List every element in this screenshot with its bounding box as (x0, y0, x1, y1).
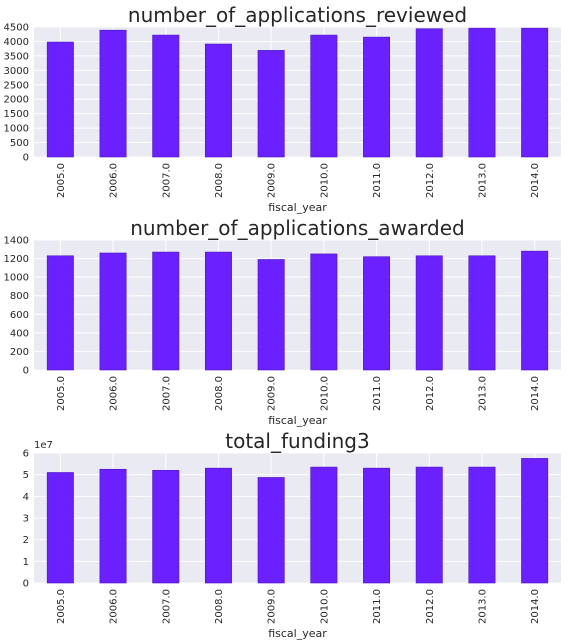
bar-2013.0 (468, 27, 496, 158)
x-tick-label: 2006.0 (109, 589, 120, 624)
y-tick-label: 3 (23, 514, 29, 525)
x-tick-label: 2013.0 (477, 163, 488, 198)
bar-2005.0 (46, 472, 74, 584)
y-tick-label: 800 (10, 291, 29, 302)
y-tick-label: 600 (10, 310, 29, 321)
y-tick-label: 6 (23, 449, 29, 460)
y-tick-label: 4000 (4, 37, 29, 48)
x-tick-label: 2014.0 (530, 376, 541, 411)
y-tick-label: 1000 (4, 124, 29, 135)
y-tick-label: 4 (23, 492, 29, 503)
x-axis-label: fiscal_year (268, 201, 327, 214)
y-tick-label: 2500 (4, 80, 29, 91)
bar-2005.0 (46, 41, 74, 158)
bar-2008.0 (204, 43, 232, 158)
y-tick-label: 0 (23, 579, 29, 590)
x-tick-label: 2010.0 (319, 163, 330, 198)
y-tick-label: 3000 (4, 66, 29, 77)
x-tick-label: 2005.0 (56, 376, 67, 411)
bar-2013.0 (468, 466, 496, 584)
bar-2009.0 (257, 50, 285, 158)
bar-2011.0 (363, 36, 391, 158)
bar-2009.0 (257, 477, 285, 584)
x-tick-label: 2006.0 (109, 163, 120, 198)
subplot-1: 0 500 1000 1500 2000 2500 3000 3500 4000 4500 2005… (4, 3, 561, 214)
bar-2014.0 (521, 458, 549, 584)
x-tick-label: 2007.0 (161, 376, 172, 411)
chart-title: number_of_applications_awarded (130, 216, 465, 240)
bar-2007.0 (152, 251, 180, 371)
y-tick-label: 2 (23, 535, 29, 546)
x-tick-label: 2005.0 (56, 163, 67, 198)
x-tick-label: 2006.0 (109, 376, 120, 411)
bar-2006.0 (99, 468, 127, 584)
x-tick-label: 2010.0 (319, 376, 330, 411)
y-tick-label: 2000 (4, 95, 29, 106)
bar-2010.0 (310, 466, 338, 584)
x-tick-label: 2013.0 (477, 376, 488, 411)
bar-2012.0 (415, 255, 443, 371)
subplot-3: 0 1 2 3 4 5 6 2005.0 2006.0 2007.0 2008.0 2009.0 201… (23, 429, 561, 640)
y-tick-label: 1500 (4, 109, 29, 120)
bar-2012.0 (415, 466, 443, 584)
y-tick-label: 0 (23, 153, 29, 164)
y-tick-label: 1400 (4, 236, 29, 247)
y-tick-label: 1200 (4, 254, 29, 265)
bar-2012.0 (415, 28, 443, 158)
y-tick-label: 0 (23, 366, 29, 377)
x-tick-label: 2010.0 (319, 589, 330, 624)
subplot-2: 0 200 400 600 800 1000 1200 1400 2005.0 2006.0 200… (4, 216, 561, 427)
bar-2013.0 (468, 255, 496, 371)
bar-2011.0 (363, 467, 391, 584)
bar-2006.0 (99, 29, 127, 158)
y-tick-label: 1 (23, 557, 29, 568)
bar-2014.0 (521, 27, 549, 158)
x-tick-label: 2007.0 (161, 589, 172, 624)
y-tick-label: 500 (10, 138, 29, 149)
x-tick-label: 2014.0 (530, 589, 541, 624)
y-tick-label: 3500 (4, 51, 29, 62)
x-tick-label: 2007.0 (161, 163, 172, 198)
bar-2010.0 (310, 253, 338, 371)
bar-2011.0 (363, 256, 391, 371)
bar-2006.0 (99, 252, 127, 371)
x-tick-label: 2013.0 (477, 589, 488, 624)
x-axis-label: fiscal_year (268, 627, 327, 640)
x-tick-label: 2009.0 (267, 376, 278, 411)
x-tick-label: 2012.0 (425, 163, 436, 198)
bar-2010.0 (310, 34, 338, 158)
x-tick-label: 2008.0 (214, 376, 225, 411)
x-tick-label: 2011.0 (372, 163, 383, 198)
bar-2005.0 (46, 255, 74, 371)
bar-2007.0 (152, 470, 180, 584)
x-tick-label: 2012.0 (425, 376, 436, 411)
bar-2009.0 (257, 259, 285, 371)
x-tick-label: 2009.0 (267, 589, 278, 624)
bar-2008.0 (204, 467, 232, 584)
bar-2008.0 (204, 251, 232, 371)
chart-title: number_of_applications_reviewed (128, 3, 467, 27)
x-tick-label: 2005.0 (56, 589, 67, 624)
x-tick-label: 2011.0 (372, 376, 383, 411)
y-tick-label: 1000 (4, 273, 29, 284)
y-tick-label: 5 (23, 470, 29, 481)
x-tick-label: 2014.0 (530, 163, 541, 198)
y-tick-label: 200 (10, 347, 29, 358)
chart-title: total_funding3 (225, 429, 369, 453)
x-tick-label: 2011.0 (372, 589, 383, 624)
x-tick-label: 2008.0 (214, 163, 225, 198)
bar-2014.0 (521, 250, 549, 371)
bar-2007.0 (152, 34, 180, 158)
x-tick-label: 2008.0 (214, 589, 225, 624)
y-tick-label: 4500 (4, 23, 29, 34)
y-offset-label: 1e7 (34, 440, 53, 451)
x-axis-label: fiscal_year (268, 414, 327, 427)
x-tick-label: 2012.0 (425, 589, 436, 624)
x-tick-label: 2009.0 (267, 163, 278, 198)
y-tick-label: 400 (10, 328, 29, 339)
